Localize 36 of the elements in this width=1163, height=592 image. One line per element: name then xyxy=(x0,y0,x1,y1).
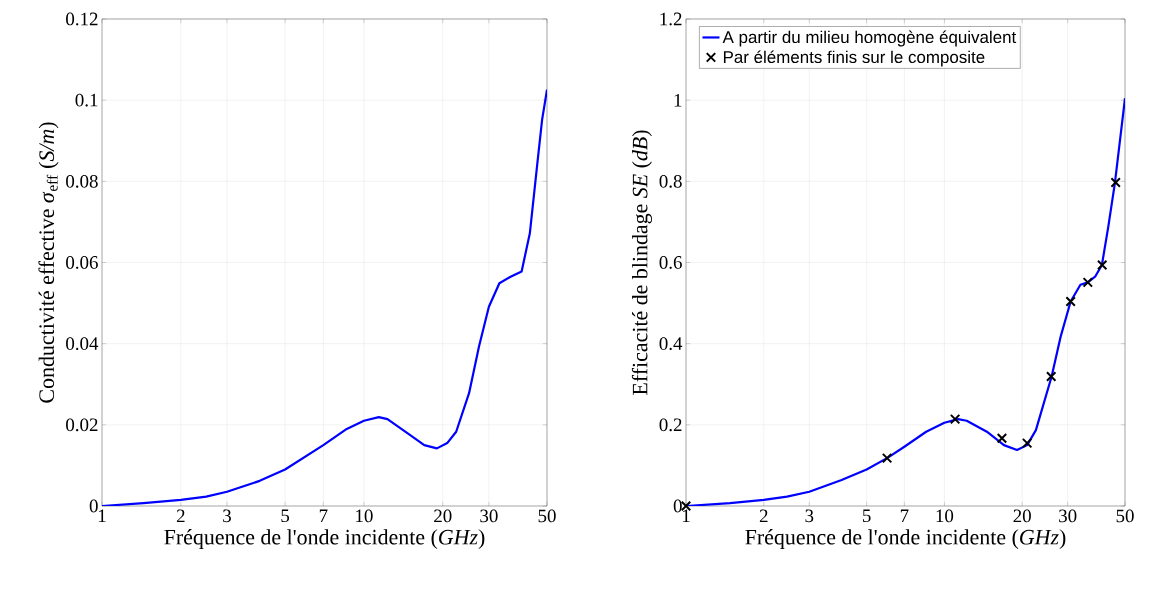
y-tick-label: 0.12 xyxy=(66,12,98,26)
legend-label: A partir du milieu homogène équivalent xyxy=(722,30,1017,47)
x-tick-label: 5 xyxy=(862,509,871,523)
y-tick-label: 0.06 xyxy=(66,256,98,269)
x-tick-label: 3 xyxy=(223,509,231,523)
x-tick-label: 3 xyxy=(805,509,814,523)
y-tick-label: 0 xyxy=(673,499,682,513)
y-axis-title: Conductivité effective σ$_{eff}$ (S/m) xyxy=(38,122,59,403)
y-tick-label: 0.04 xyxy=(66,337,99,351)
x-tick-label: 2 xyxy=(176,509,185,523)
y-tick-label: 0.6 xyxy=(659,256,682,269)
x-tick-label: 10 xyxy=(356,509,373,523)
x-tick-label: 7 xyxy=(319,509,328,522)
y-tick-label: 0 xyxy=(89,499,98,513)
x-tick-label: 50 xyxy=(538,509,556,523)
y-tick-label: 0.4 xyxy=(659,337,683,351)
x-tick-label: 20 xyxy=(1013,509,1031,523)
y-tick-label: 0.2 xyxy=(659,418,682,432)
y-axis-title: Efficacité de blindage SE (dB) xyxy=(631,130,652,395)
y-tick-label: 1.2 xyxy=(660,12,682,26)
y-tick-label: 0.08 xyxy=(66,174,98,188)
x-tick-label: 30 xyxy=(480,509,498,523)
x-tick-label: 50 xyxy=(1116,509,1134,523)
x-tick-label: 10 xyxy=(936,509,954,523)
legend-label: Par éléments finis sur le composite xyxy=(723,50,985,67)
x-tick-label: 7 xyxy=(900,509,909,522)
x-tick-label: 2 xyxy=(759,509,768,523)
y-tick-label: 0.8 xyxy=(659,174,682,188)
x-tick-label: 20 xyxy=(434,509,452,523)
y-tick-label: 0.02 xyxy=(66,418,98,432)
x-tick-label: 30 xyxy=(1059,509,1077,523)
y-tick-label: 0.1 xyxy=(75,93,98,107)
y-tick-label: 1 xyxy=(674,93,682,107)
x-axis-title: Fréquence de l'onde incidente (GHz) xyxy=(164,529,485,550)
x-axis-title: Fréquence de l'onde incidente (GHz) xyxy=(745,529,1066,550)
x-tick-label: 5 xyxy=(281,509,290,523)
